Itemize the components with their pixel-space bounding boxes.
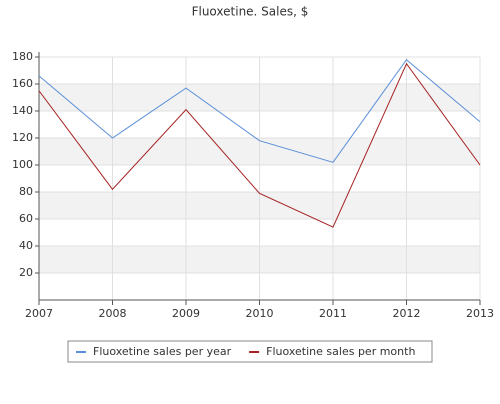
x-tick-label: 2011 xyxy=(319,307,347,320)
y-tick-label: 160 xyxy=(12,77,33,90)
legend-label: Fluoxetine sales per year xyxy=(93,345,232,358)
y-tick-label: 140 xyxy=(12,104,33,117)
x-tick-label: 2009 xyxy=(172,307,200,320)
line xyxy=(38,58,481,163)
y-tick-label: 20 xyxy=(19,266,33,279)
y-tick-label: 80 xyxy=(19,185,33,198)
y-tick-label: 40 xyxy=(19,239,33,252)
x-tick-label: 2007 xyxy=(25,307,53,320)
y-tick-label: 100 xyxy=(12,158,33,171)
y-tick-label: 180 xyxy=(12,50,33,63)
x-tick-label: 2010 xyxy=(246,307,274,320)
x-tick-label: 2008 xyxy=(99,307,127,320)
legend: Fluoxetine sales per year Fluoxetine sale… xyxy=(67,340,433,363)
legend-label: Fluoxetine sales per month xyxy=(266,345,415,358)
y-tick-label: 120 xyxy=(12,131,33,144)
x-tick-label: 2012 xyxy=(393,307,421,320)
line xyxy=(38,62,481,228)
x-tick-label: 2013 xyxy=(466,307,494,320)
y-tick-label: 60 xyxy=(19,212,33,225)
chart-title: Fluoxetine. Sales, $ xyxy=(192,5,309,19)
